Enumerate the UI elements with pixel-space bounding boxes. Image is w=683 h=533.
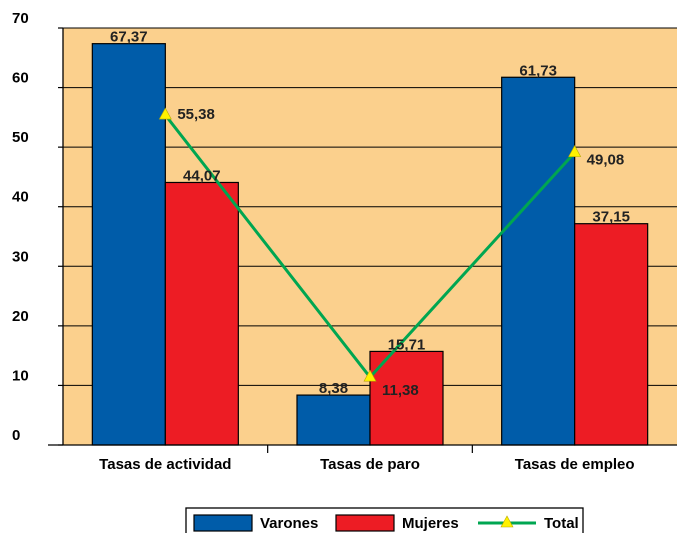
data-labels: 67,37 44,07 8,38 15,71 61,73 37,15 55,38 11,38 4… — [110, 29, 630, 400]
mujeres-bar — [164, 181, 239, 446]
total-legend-label: Total — [544, 515, 579, 532]
x-category-label: Tasas de paro — [320, 456, 420, 473]
bars — [91, 43, 649, 446]
varones-legend-label: Varones — [260, 515, 318, 532]
total-point-marker — [568, 144, 582, 157]
varones-bar — [501, 76, 576, 446]
y-axis-ticks: 0 10 20 30 40 50 60 70 — [12, 10, 63, 446]
legend: Varones Mujeres Total — [185, 507, 584, 533]
y-tick-label: 10 — [12, 367, 29, 384]
mujeres-data-label: 37,15 — [592, 209, 630, 226]
varones-data-label: 61,73 — [519, 62, 557, 79]
y-tick-label: 40 — [12, 189, 29, 206]
x-category-label: Tasas de actividad — [99, 456, 231, 473]
mujeres-data-label: 44,07 — [183, 167, 221, 184]
total-line — [158, 107, 582, 382]
mujeres-legend-label: Mujeres — [402, 515, 459, 532]
total-data-label: 55,38 — [177, 106, 215, 123]
y-tick-label: 20 — [12, 308, 29, 325]
y-tick-label: 0 — [12, 427, 20, 444]
y-tick-label: 70 — [12, 10, 29, 27]
varones-bar — [91, 43, 166, 446]
mujeres-legend-swatch — [335, 514, 395, 532]
varones-data-label: 8,38 — [319, 380, 348, 397]
mujeres-bar — [574, 223, 649, 446]
varones-data-label: 67,37 — [110, 29, 148, 46]
y-tick-label: 60 — [12, 70, 29, 87]
total-data-label: 49,08 — [587, 152, 625, 169]
varones-bar — [296, 394, 371, 446]
total-data-label: 11,38 — [382, 382, 419, 399]
total-point-marker — [158, 107, 172, 120]
total-legend-marker — [500, 515, 514, 528]
mujeres-data-label: 15,71 — [388, 336, 426, 353]
y-tick-label: 50 — [12, 129, 29, 146]
total-point-marker — [363, 369, 377, 382]
x-category-label: Tasas de empleo — [515, 456, 635, 473]
mujeres-bar — [369, 350, 444, 446]
x-axis-categories: Tasas de actividad Tasas de paro Tasas de … — [99, 445, 635, 473]
y-tick-label: 30 — [12, 248, 29, 265]
varones-legend-swatch — [193, 514, 253, 532]
